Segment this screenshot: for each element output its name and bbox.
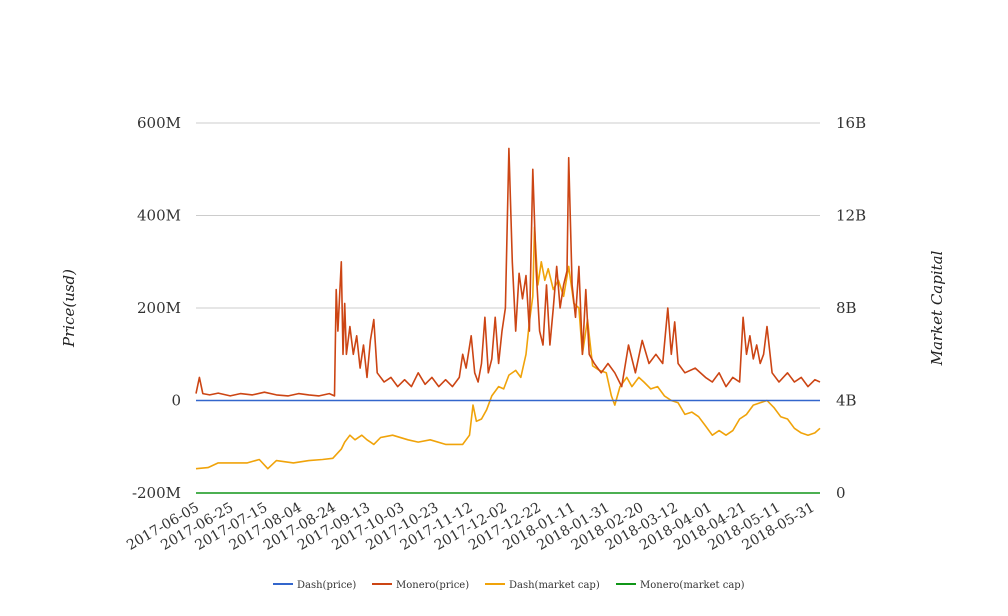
right-y-tick-label: 0 bbox=[836, 484, 846, 502]
left-y-tick-label: 400M bbox=[137, 207, 181, 225]
legend-label: Dash(price) bbox=[297, 580, 356, 591]
left-y-axis-ticks: -200M 0 200M 400M 600M bbox=[132, 114, 181, 502]
right-y-tick-label: 8B bbox=[836, 299, 857, 317]
left-y-tick-label: 600M bbox=[137, 114, 181, 132]
left-y-axis-title: Price(usd) bbox=[60, 269, 78, 348]
right-y-tick-label: 16B bbox=[836, 114, 866, 132]
left-y-tick-label: 0 bbox=[171, 392, 181, 410]
left-y-tick-label: -200M bbox=[132, 484, 181, 502]
legend-label: Monero(price) bbox=[396, 580, 469, 591]
left-y-tick-label: 200M bbox=[137, 299, 181, 317]
legend-label: Dash(market cap) bbox=[509, 580, 600, 591]
x-axis-ticks: 2017-06-052017-06-252017-07-152017-08-04… bbox=[124, 500, 817, 554]
right-y-tick-label: 12B bbox=[836, 207, 866, 225]
series-line-dash-market-cap bbox=[195, 226, 821, 470]
right-y-tick-label: 4B bbox=[836, 392, 857, 410]
legend-label: Monero(market cap) bbox=[640, 580, 745, 591]
legend: Dash(price) Monero(price) Dash(market cap)… bbox=[273, 580, 745, 591]
series-lines bbox=[195, 147, 821, 494]
series-line-monero-price bbox=[195, 147, 821, 397]
right-y-axis-title: Market Capital bbox=[928, 250, 946, 366]
right-y-axis-ticks: 0 4B 8B 12B 16B bbox=[836, 114, 866, 502]
